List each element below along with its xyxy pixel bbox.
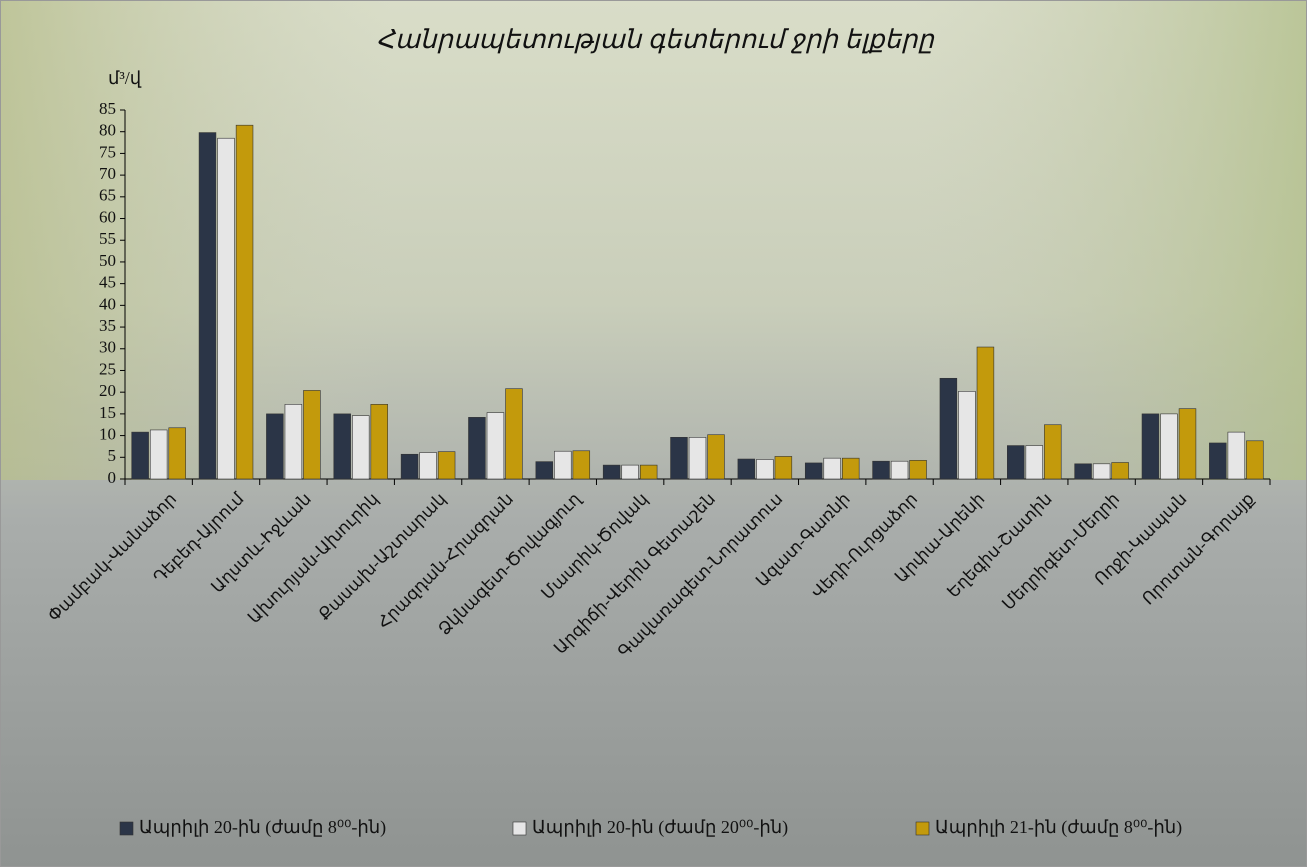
legend-swatch [119, 821, 134, 836]
bar [1025, 445, 1043, 480]
bar [217, 137, 235, 480]
y-axis-label: մ³/վ [108, 68, 142, 88]
bar [688, 437, 707, 480]
bar [370, 404, 388, 480]
chart-title: Հանրապետության գետերում ջրի ելքերը [376, 25, 935, 54]
bar [131, 431, 149, 480]
bar [1178, 408, 1197, 480]
bar [352, 415, 370, 480]
bar [774, 456, 793, 480]
y-tick-label: 60 [99, 207, 116, 226]
bar [149, 429, 168, 480]
y-tick-label: 55 [99, 229, 116, 248]
bar [419, 452, 437, 480]
y-tick-label: 45 [99, 273, 116, 292]
bar [842, 457, 860, 480]
y-tick-label: 25 [99, 359, 116, 378]
bar [1246, 440, 1264, 480]
bar [1209, 442, 1227, 480]
y-tick-label: 10 [99, 424, 116, 443]
bar [602, 464, 621, 480]
bar [1044, 424, 1062, 480]
y-tick-label: 0 [108, 468, 117, 487]
y-tick-label: 65 [99, 186, 116, 205]
bar [535, 461, 553, 480]
bar [670, 437, 688, 480]
y-tick-label: 80 [99, 121, 116, 140]
bar [468, 417, 486, 480]
bar [737, 458, 756, 480]
y-tick-label: 85 [99, 99, 116, 118]
y-tick-label: 30 [99, 338, 116, 357]
bar [958, 391, 976, 480]
bar [303, 390, 321, 480]
y-tick-label: 40 [99, 294, 116, 313]
bar [939, 377, 958, 480]
bar [235, 124, 254, 480]
bar [756, 459, 774, 480]
bar [1141, 413, 1160, 480]
bar [554, 450, 572, 480]
bar [976, 346, 995, 480]
bar [333, 413, 351, 480]
bar [572, 450, 591, 480]
bar [639, 464, 658, 480]
bar [198, 132, 217, 480]
y-tick-label: 75 [99, 142, 116, 161]
y-tick-label: 15 [99, 403, 116, 422]
y-tick-label: 70 [99, 164, 116, 183]
bar [400, 453, 419, 480]
bar [621, 464, 639, 480]
bar [284, 404, 303, 480]
y-tick-label: 20 [99, 381, 116, 400]
legend-label: Ապրիլի 20-ին (ժամը 8⁰⁰-ին) [139, 817, 386, 838]
legend-swatch [915, 821, 930, 836]
bar [437, 451, 456, 480]
bar [872, 460, 890, 480]
bar [707, 434, 725, 480]
bar [1111, 462, 1129, 480]
bar [1227, 431, 1246, 480]
bar [486, 412, 505, 480]
bar [1074, 463, 1092, 480]
bar [266, 413, 284, 480]
y-tick-label: 5 [108, 446, 117, 465]
legend-swatch [512, 821, 527, 836]
bar [1092, 463, 1111, 480]
bar [1160, 413, 1178, 480]
bar [1007, 445, 1025, 480]
bar [804, 462, 823, 480]
legend-label: Ապրիլի 21-ին (ժամը 8⁰⁰-ին) [935, 817, 1182, 838]
bar [168, 427, 186, 480]
bar [505, 388, 523, 480]
y-tick-label: 35 [99, 316, 116, 335]
bar [823, 457, 841, 480]
legend-label: Ապրիլի 20-ին (ժամը 20⁰⁰-ին) [532, 817, 788, 838]
bar [909, 460, 927, 480]
y-tick-label: 50 [99, 251, 116, 270]
bar [890, 460, 909, 480]
background-banks [0, 0, 1307, 480]
